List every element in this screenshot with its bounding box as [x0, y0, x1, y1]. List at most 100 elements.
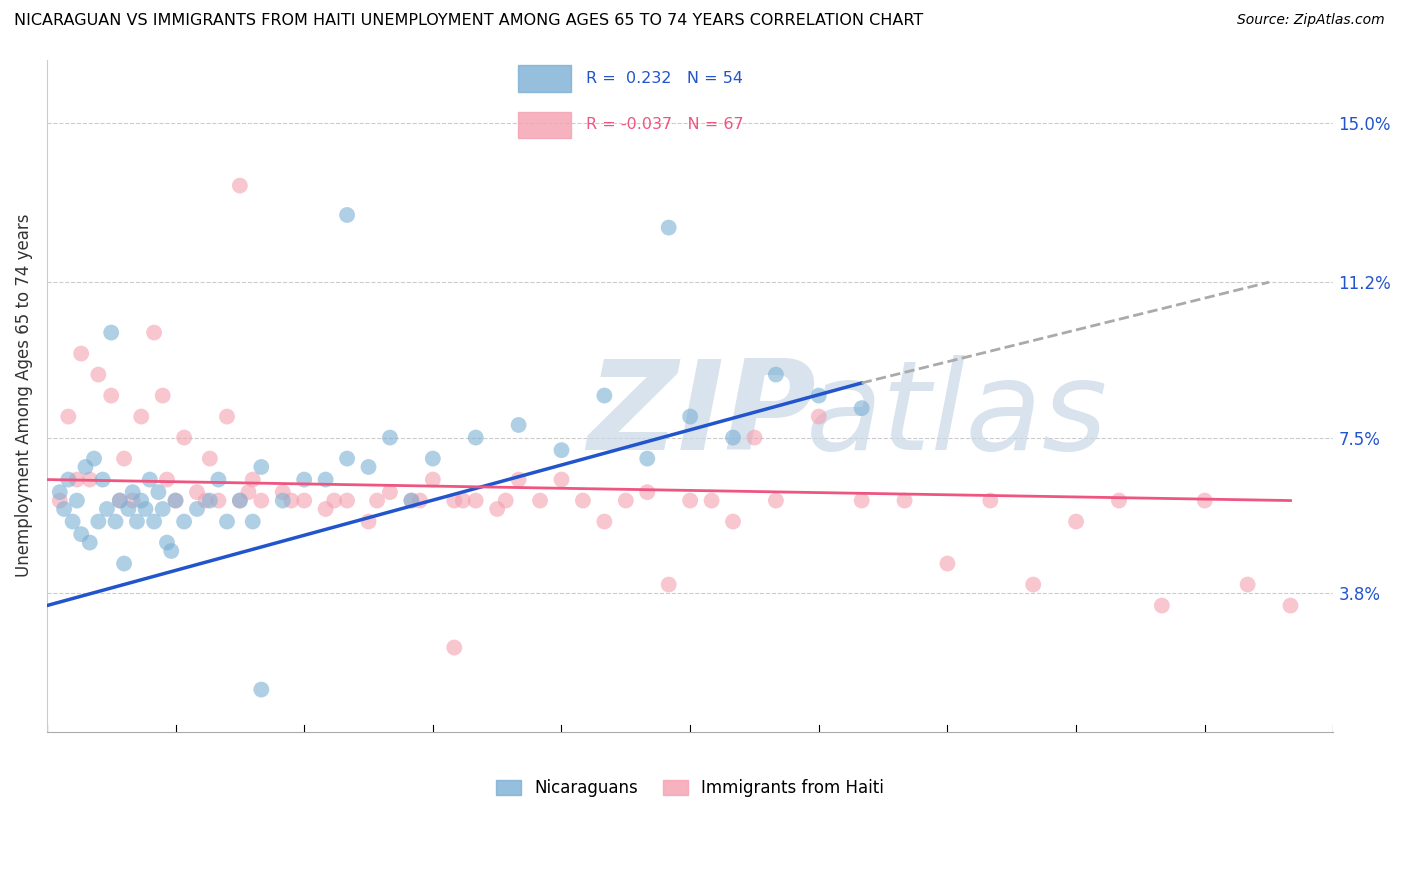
- Point: [242, 515, 264, 529]
- Point: [62, 515, 84, 529]
- Point: [1150, 599, 1173, 613]
- Point: [679, 409, 702, 424]
- Point: [1194, 493, 1216, 508]
- Y-axis label: Unemployment Among Ages 65 to 74 years: Unemployment Among Ages 65 to 74 years: [15, 214, 32, 577]
- Bar: [517, 112, 571, 138]
- Point: [250, 460, 273, 475]
- Point: [70, 346, 93, 360]
- Point: [280, 493, 302, 508]
- Point: [108, 493, 131, 508]
- Point: [851, 401, 873, 416]
- Point: [572, 493, 595, 508]
- Point: [108, 493, 131, 508]
- Point: [1279, 599, 1302, 613]
- Point: [87, 515, 110, 529]
- Point: [422, 451, 444, 466]
- Point: [336, 493, 359, 508]
- Point: [250, 493, 273, 508]
- Point: [134, 502, 156, 516]
- Point: [508, 473, 530, 487]
- Point: [207, 473, 229, 487]
- Point: [250, 682, 273, 697]
- Point: [315, 502, 337, 516]
- Point: [215, 409, 238, 424]
- Point: [165, 493, 187, 508]
- Point: [112, 451, 135, 466]
- Point: [464, 493, 486, 508]
- Point: [186, 485, 208, 500]
- Point: [378, 431, 401, 445]
- Point: [422, 473, 444, 487]
- Point: [156, 535, 179, 549]
- Point: [238, 485, 260, 500]
- Point: [315, 473, 337, 487]
- Point: [1022, 577, 1045, 591]
- Text: Source: ZipAtlas.com: Source: ZipAtlas.com: [1237, 13, 1385, 28]
- Point: [96, 502, 118, 516]
- Point: [139, 473, 162, 487]
- Point: [893, 493, 915, 508]
- Point: [807, 409, 830, 424]
- Point: [48, 493, 70, 508]
- Point: [357, 460, 380, 475]
- Point: [614, 493, 637, 508]
- Point: [143, 515, 166, 529]
- Point: [292, 473, 315, 487]
- Point: [91, 473, 114, 487]
- Point: [936, 557, 959, 571]
- Point: [121, 493, 143, 508]
- Point: [744, 431, 766, 445]
- Point: [721, 431, 744, 445]
- Point: [721, 515, 744, 529]
- Point: [186, 502, 208, 516]
- Point: [550, 443, 572, 458]
- Point: [765, 493, 787, 508]
- Point: [495, 493, 517, 508]
- Point: [87, 368, 110, 382]
- Point: [215, 515, 238, 529]
- Point: [451, 493, 474, 508]
- Point: [636, 451, 658, 466]
- Point: [207, 493, 229, 508]
- Point: [229, 178, 252, 193]
- Point: [70, 527, 93, 541]
- Point: [152, 502, 174, 516]
- Point: [378, 485, 401, 500]
- Point: [194, 493, 217, 508]
- Point: [129, 409, 152, 424]
- Point: [198, 451, 221, 466]
- Point: [401, 493, 423, 508]
- Point: [79, 473, 101, 487]
- Point: [271, 493, 294, 508]
- Point: [83, 451, 105, 466]
- Point: [129, 493, 152, 508]
- Point: [79, 535, 101, 549]
- Point: [100, 388, 122, 402]
- Point: [148, 485, 170, 500]
- Point: [658, 220, 681, 235]
- Point: [125, 515, 148, 529]
- Point: [593, 515, 616, 529]
- Point: [75, 460, 97, 475]
- Point: [443, 493, 465, 508]
- Point: [156, 473, 179, 487]
- Text: ZIP: ZIP: [588, 355, 815, 476]
- Legend: Nicaraguans, Immigrants from Haiti: Nicaraguans, Immigrants from Haiti: [489, 772, 891, 804]
- Text: atlas: atlas: [806, 355, 1108, 476]
- Point: [58, 409, 80, 424]
- Text: NICARAGUAN VS IMMIGRANTS FROM HAITI UNEMPLOYMENT AMONG AGES 65 TO 74 YEARS CORRE: NICARAGUAN VS IMMIGRANTS FROM HAITI UNEM…: [14, 13, 924, 29]
- Point: [104, 515, 127, 529]
- Point: [53, 502, 76, 516]
- Point: [143, 326, 166, 340]
- Point: [112, 557, 135, 571]
- Point: [271, 485, 294, 500]
- Point: [593, 388, 616, 402]
- Point: [198, 493, 221, 508]
- Point: [1108, 493, 1130, 508]
- Text: R =  0.232   N = 54: R = 0.232 N = 54: [586, 71, 742, 86]
- Point: [486, 502, 509, 516]
- Point: [165, 493, 187, 508]
- Point: [336, 208, 359, 222]
- Point: [1236, 577, 1258, 591]
- Point: [336, 451, 359, 466]
